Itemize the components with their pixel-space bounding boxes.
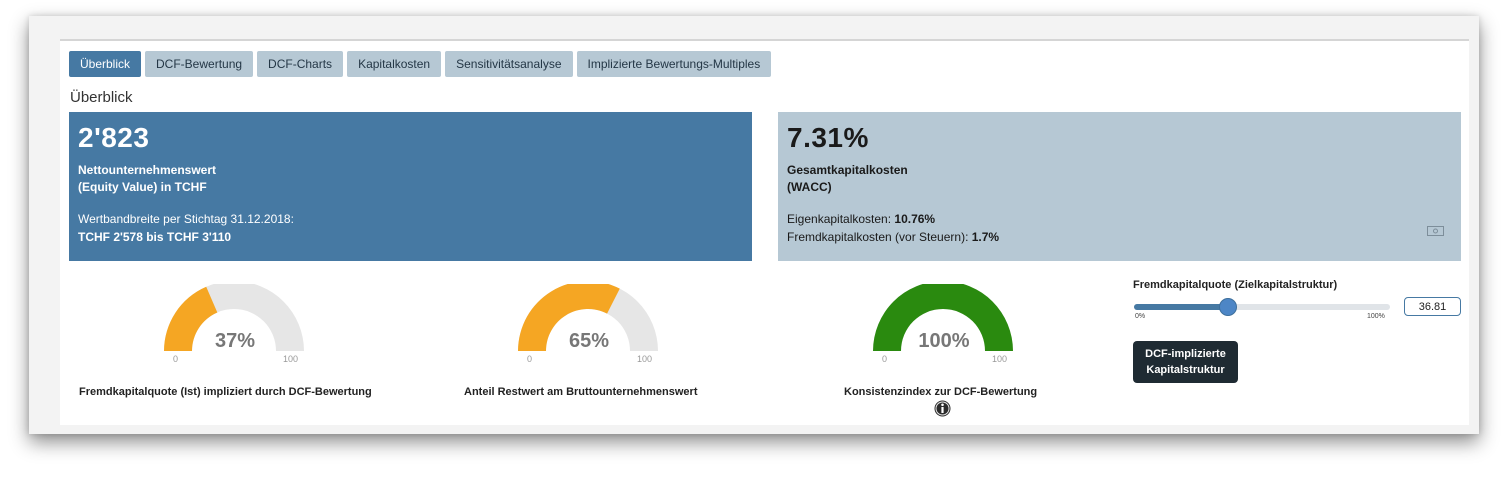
wacc-label-line1: Gesamtkapitalkosten bbox=[787, 163, 908, 177]
slider-label: Fremdkapitalquote (Zielkapitalstruktur) bbox=[1133, 279, 1338, 291]
gauge-terminal-value-share: 65% 0 100 bbox=[514, 284, 664, 374]
dcf-implied-structure-button[interactable]: DCF-implizierte Kapitalstruktur bbox=[1133, 341, 1238, 383]
gauge-min: 0 bbox=[882, 354, 888, 364]
equity-cost-label: Eigenkapitalkosten: bbox=[787, 212, 895, 226]
money-icon[interactable] bbox=[1427, 226, 1444, 236]
dcf-button-line2: Kapitalstruktur bbox=[1146, 364, 1225, 376]
gauge-fill bbox=[164, 286, 218, 351]
tab-dcf-charts[interactable]: DCF-Charts bbox=[257, 51, 344, 77]
section-title: Überblick bbox=[70, 89, 133, 106]
gauge-max: 100 bbox=[283, 354, 299, 364]
slider-handle[interactable] bbox=[1219, 298, 1238, 316]
equity-cost: Eigenkapitalkosten: 10.76% bbox=[787, 212, 935, 226]
equity-cost-value: 10.76% bbox=[894, 212, 936, 226]
debt-ratio-slider[interactable] bbox=[1134, 298, 1390, 316]
gauge-min: 0 bbox=[173, 354, 179, 364]
gauge-caption-terminal-value-share: Anteil Restwert am Bruttounternehmenswer… bbox=[464, 386, 698, 398]
gauge-value: 37% bbox=[214, 330, 256, 352]
gauge-max: 100 bbox=[637, 354, 653, 364]
equity-label-line2: (Equity Value) in TCHF bbox=[78, 180, 207, 194]
equity-label-line1: Nettounternehmenswert bbox=[78, 163, 217, 177]
tab-kapitalkosten[interactable]: Kapitalkosten bbox=[347, 51, 442, 77]
wacc-card: 7.31% Gesamtkapitalkosten (WACC) Eigenka… bbox=[778, 112, 1461, 261]
debt-cost: Fremdkapitalkosten (vor Steuern): 1.7% bbox=[787, 230, 999, 244]
debt-cost-label: Fremdkapitalkosten (vor Steuern): bbox=[787, 230, 972, 244]
tab-implizierte-multiples[interactable]: Implizierte Bewertungs-Multiples bbox=[576, 51, 772, 77]
value-range-label: Wertbandbreite per Stichtag 31.12.2018: bbox=[78, 212, 294, 226]
tab-ueberblick[interactable]: Überblick bbox=[69, 51, 142, 77]
gauge-debt-ratio: 37% 0 100 bbox=[160, 284, 310, 374]
gauge-caption-debt-ratio: Fremdkapitalquote (Ist) impliziert durch… bbox=[79, 386, 372, 398]
equity-value-card: 2'823 Nettounternehmenswert (Equity Valu… bbox=[69, 112, 752, 261]
gauge-value: 100% bbox=[918, 330, 970, 352]
debt-cost-value: 1.7% bbox=[971, 230, 1000, 244]
gauge-min: 0 bbox=[527, 354, 533, 364]
gauge-max: 100 bbox=[992, 354, 1008, 364]
tab-dcf-bewertung[interactable]: DCF-Bewertung bbox=[145, 51, 254, 77]
tab-bar: Überblick DCF-Bewertung DCF-Charts Kapit… bbox=[69, 51, 772, 77]
dcf-button-line1: DCF-implizierte bbox=[1145, 348, 1226, 360]
gauge-consistency-index: 100% 0 100 bbox=[869, 284, 1019, 374]
gauge-caption-consistency-index: Konsistenzindex zur DCF-Bewertung bbox=[844, 386, 1038, 398]
gauge-fill bbox=[873, 284, 1013, 351]
wacc-label-line2: (WACC) bbox=[787, 180, 832, 194]
gauge-value: 65% bbox=[568, 330, 610, 352]
tab-sensitivitaetsanalyse[interactable]: Sensitivitätsanalyse bbox=[445, 51, 573, 77]
wacc-value: 7.31% bbox=[787, 122, 869, 153]
value-range: TCHF 2'578 bis TCHF 3'110 bbox=[78, 230, 232, 244]
info-icon[interactable] bbox=[934, 400, 951, 417]
slider-min-label: 0% bbox=[1135, 313, 1146, 320]
gauge-fill bbox=[518, 284, 620, 351]
slider-max-label: 100% bbox=[1367, 313, 1385, 320]
slider-fill bbox=[1134, 304, 1229, 310]
debt-ratio-input[interactable] bbox=[1404, 297, 1461, 316]
equity-value: 2'823 bbox=[78, 122, 150, 153]
